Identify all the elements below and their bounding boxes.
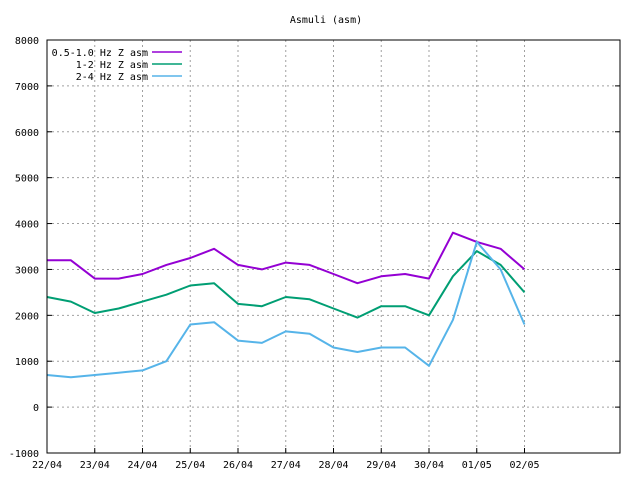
- x-tick-label: 02/05: [509, 460, 539, 471]
- legend-label: 1-2 Hz Z asm: [76, 60, 148, 71]
- y-tick-label: 2000: [15, 311, 39, 322]
- y-tick-label: 8000: [15, 36, 39, 47]
- y-tick-label: 4000: [15, 220, 39, 231]
- series-line-1: [47, 231, 526, 285]
- series-line-2: [46, 250, 526, 319]
- x-tick-label: 28/04: [318, 460, 348, 471]
- x-tick-label: 25/04: [175, 460, 205, 471]
- x-tick-label: 27/04: [271, 460, 301, 471]
- x-axis: 22/04 23/04 24/04 25/04 26/04 27/04 28/04 29/04…: [32, 448, 540, 471]
- y-tick-label: 3000: [15, 265, 39, 276]
- y-tick-label: 1000: [15, 357, 39, 368]
- y-tick-label: 5000: [15, 174, 39, 185]
- y-tick-label: -1000: [9, 449, 39, 460]
- x-tick-label: 26/04: [223, 460, 253, 471]
- grid-lines: [47, 40, 620, 453]
- plot-area: [46, 231, 526, 379]
- y-tick-label: 6000: [15, 128, 39, 139]
- x-tick-label: 22/04: [32, 460, 62, 471]
- y-tick-label: 0: [33, 403, 39, 414]
- x-tick-label: 01/05: [462, 460, 492, 471]
- x-tick-label: 24/04: [127, 460, 157, 471]
- chart-title: Asmuli (asm): [290, 15, 362, 26]
- legend-label: 0.5-1.0 Hz Z asm: [52, 48, 148, 59]
- x-tick-label: 30/04: [414, 460, 444, 471]
- legend-label: 2-4 Hz Z asm: [76, 72, 148, 83]
- series-line-3: [46, 240, 526, 379]
- x-tick-label: 29/04: [366, 460, 396, 471]
- y-axis: -1000 0 1000 2000 3000 4000 5000 6000 7000 8000: [9, 36, 620, 460]
- x-tick-label: 23/04: [80, 460, 110, 471]
- y-tick-label: 7000: [15, 82, 39, 93]
